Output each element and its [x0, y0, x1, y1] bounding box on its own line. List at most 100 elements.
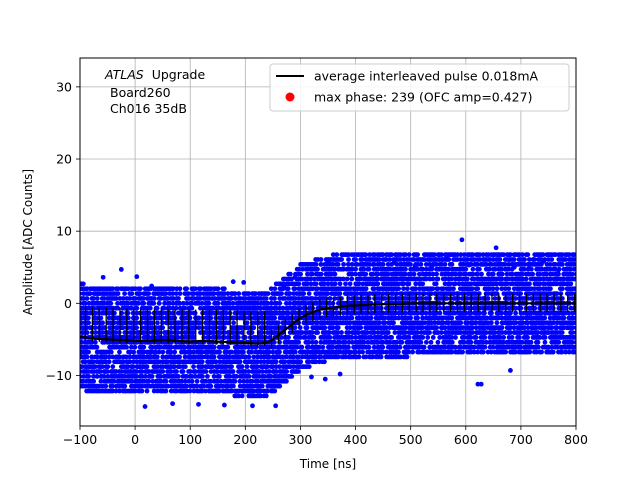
sample-point — [120, 325, 126, 331]
sample-point — [199, 388, 205, 394]
sample-point — [93, 330, 98, 335]
sample-point — [150, 378, 156, 384]
sample-point — [191, 364, 196, 370]
sample-point — [182, 344, 188, 350]
sample-point — [344, 276, 350, 282]
sample-point — [184, 286, 190, 292]
sample-point — [241, 280, 247, 285]
sample-point — [141, 300, 147, 306]
sample-point — [122, 291, 127, 296]
sample-point — [511, 257, 517, 262]
sample-point — [420, 335, 426, 340]
sample-point — [127, 349, 133, 355]
sample-point — [184, 300, 190, 306]
sample-point — [341, 261, 346, 267]
sample-point — [396, 286, 402, 292]
sample-point — [108, 300, 114, 306]
sample-point — [128, 344, 134, 350]
sample-point — [237, 378, 243, 384]
sample-point — [86, 373, 92, 379]
sample-point — [123, 354, 129, 360]
sample-point — [250, 403, 255, 409]
sample-point — [132, 296, 138, 301]
sample-point — [232, 378, 238, 384]
sample-point — [91, 373, 96, 379]
sample-point — [429, 265, 435, 271]
y-tick-label: 20 — [56, 152, 72, 167]
sample-point — [499, 325, 505, 331]
sample-point — [208, 378, 214, 384]
sample-point — [220, 383, 226, 389]
sample-point — [251, 325, 257, 331]
sample-point — [550, 305, 556, 311]
sample-point — [118, 267, 124, 272]
sample-point — [134, 373, 139, 379]
sample-point — [460, 349, 465, 355]
sample-point — [98, 369, 103, 374]
sample-point — [475, 286, 481, 292]
sample-point — [273, 403, 279, 409]
sample-point — [200, 364, 205, 370]
sample-point — [251, 354, 257, 360]
sample-point — [389, 335, 395, 340]
sample-point — [223, 315, 229, 321]
sample-point — [292, 274, 298, 280]
sample-point — [318, 271, 324, 277]
x-tick-label: −100 — [63, 432, 97, 447]
sample-point — [292, 325, 298, 331]
sample-point — [89, 354, 95, 360]
sample-point — [154, 354, 160, 360]
sample-point — [153, 349, 159, 355]
sample-point — [449, 261, 455, 267]
sample-point — [311, 335, 317, 340]
sample-point — [459, 237, 465, 243]
sample-point — [410, 349, 416, 355]
sample-point — [494, 320, 500, 326]
sample-point — [246, 344, 251, 350]
sample-point — [292, 349, 298, 355]
sample-point — [155, 320, 160, 326]
sample-point — [298, 271, 303, 277]
sample-point — [415, 315, 420, 321]
sample-point — [86, 349, 91, 355]
sample-point — [211, 330, 217, 335]
sample-point — [313, 261, 319, 267]
sample-point — [478, 381, 484, 387]
sample-point — [84, 354, 90, 360]
sample-point — [134, 325, 140, 331]
x-tick-label: 300 — [289, 432, 313, 447]
sample-point — [127, 296, 133, 301]
sample-point — [149, 373, 155, 379]
sample-point — [218, 378, 224, 384]
x-tick-label: 0 — [131, 432, 139, 447]
sample-point — [87, 291, 93, 296]
sample-point — [100, 364, 105, 370]
sample-point — [182, 354, 188, 360]
sample-point — [423, 339, 429, 345]
sample-point — [158, 373, 164, 379]
sample-point — [128, 305, 134, 311]
sample-point — [146, 291, 152, 296]
sample-point — [434, 325, 440, 331]
sample-point — [527, 349, 533, 355]
sample-point — [244, 320, 250, 326]
sample-point — [168, 349, 174, 355]
sample-point — [216, 305, 222, 311]
sample-point — [286, 335, 291, 340]
x-tick-label: 100 — [178, 432, 202, 447]
sample-point — [406, 252, 412, 258]
sample-point — [91, 378, 97, 384]
sample-point — [559, 330, 565, 335]
sample-point — [194, 378, 200, 384]
sample-point — [337, 291, 343, 296]
legend-entry-max-phase: max phase: 239 (OFC amp=0.427) — [314, 90, 532, 105]
sample-point — [191, 349, 196, 355]
sample-point — [458, 320, 464, 326]
sample-point — [134, 315, 140, 321]
sample-point — [224, 349, 229, 355]
sample-point — [180, 369, 186, 374]
sample-point — [366, 344, 372, 350]
sample-point — [154, 305, 160, 311]
sample-point — [449, 339, 455, 345]
atlas-label: ATLAS — [104, 67, 144, 82]
